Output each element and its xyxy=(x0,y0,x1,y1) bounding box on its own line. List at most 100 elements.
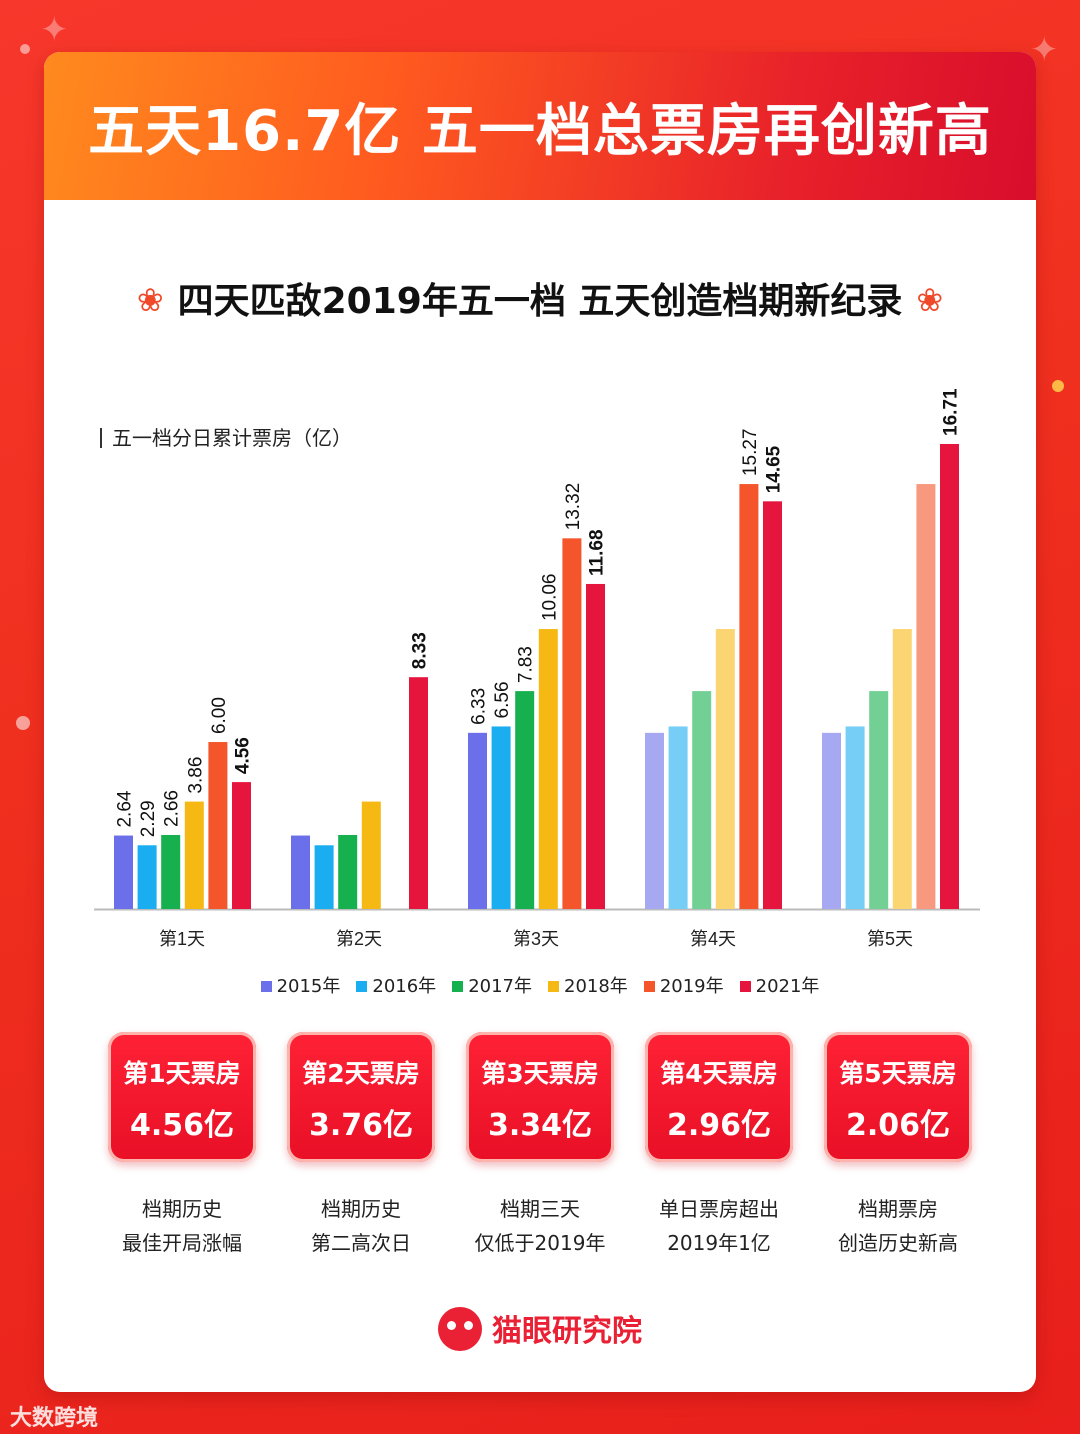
bar-2015年-第5天 xyxy=(822,732,841,909)
tile-note-line: 创造历史新高 xyxy=(838,1231,958,1255)
tile-note-line: 档期票房 xyxy=(858,1197,938,1221)
data-label: 2.66 xyxy=(162,790,183,827)
legend-label: 2015年 xyxy=(276,976,341,997)
data-label: 4.56 xyxy=(233,737,254,774)
main-card: 五天16.7亿 五一档总票房再创新高 ❀ 四天匹敌2019年五一档 五天创造档期新… xyxy=(44,52,1036,1392)
bar-2018年-第2天 xyxy=(361,801,381,909)
bar-2021年-第4天 xyxy=(763,501,782,909)
bar-chart: 2.64 2.29 2.663.86 6.004.56 第1天 8.33 第2天 6.33 6.… xyxy=(94,388,980,949)
title-banner: 五天16.7亿 五一档总票房再创新高 xyxy=(44,52,1036,200)
bar-2017年-第4天 xyxy=(692,691,712,909)
data-label: 6.00 xyxy=(209,697,230,734)
tile-value: 2.06亿 xyxy=(845,1108,951,1143)
flower-icon: ❀ xyxy=(136,281,164,319)
chart-subtitle: ❀ 四天匹敌2019年五一档 五天创造档期新纪录 ❀ xyxy=(44,272,1036,324)
data-label: 14.65 xyxy=(764,445,785,493)
tile-title: 第3天票房 xyxy=(481,1059,599,1088)
data-label: 10.06 xyxy=(539,573,560,621)
tile-note: 档期三天仅低于2019年 xyxy=(450,1192,630,1260)
bar-2015年-第3天 xyxy=(468,732,487,909)
stat-tiles: 第1天票房 4.56亿 第2天票房 3.76亿 第3天票房 3.34亿 第4天票房 2.96亿… xyxy=(108,1032,988,1164)
tile-note-line: 仅低于2019年 xyxy=(474,1231,606,1255)
tile-value: 2.96亿 xyxy=(666,1108,772,1143)
data-label: 3.86 xyxy=(185,757,206,794)
tile-note-line: 档期历史 xyxy=(321,1197,401,1221)
legend-swatch xyxy=(548,981,559,992)
stat-tile: 第1天票房 4.56亿 xyxy=(108,1032,256,1162)
watermark: 大数跨境 xyxy=(10,1400,98,1432)
tile-note-line: 单日票房超出 xyxy=(659,1197,779,1221)
bar-2021年-第5天 xyxy=(940,443,959,909)
x-tick-label: 第5天 xyxy=(867,929,913,949)
legend-item: 2017年 xyxy=(452,972,532,998)
legend-item: 2015年 xyxy=(260,972,341,998)
bar-2017年-第1天 xyxy=(161,834,181,909)
sparkle-icon: ✦ xyxy=(40,10,69,50)
bar-2018年-第3天 xyxy=(538,629,558,909)
data-label: 15.27 xyxy=(740,429,761,477)
brand-footer: 猫眼研究院 xyxy=(44,1306,1036,1351)
legend-swatch xyxy=(452,981,464,992)
legend-label: 2021年 xyxy=(755,976,820,997)
tile-note: 档期票房创造历史新高 xyxy=(808,1192,988,1260)
bar-2018年-第5天 xyxy=(892,629,912,909)
tile-note-line: 最佳开局涨幅 xyxy=(122,1231,242,1255)
watermark-text: 大数跨境 xyxy=(10,1406,99,1431)
legend-swatch xyxy=(739,981,751,992)
legend-swatch xyxy=(643,981,655,992)
flower-icon: ❀ xyxy=(916,281,944,319)
x-tick-label: 第1天 xyxy=(159,929,205,949)
tile-note: 单日票房超出 2019年1亿 xyxy=(629,1192,809,1260)
bar-2017年-第2天 xyxy=(338,834,358,909)
x-tick-label: 第2天 xyxy=(336,929,382,949)
x-tick-label: 第3天 xyxy=(513,929,559,949)
legend-item: 2019年 xyxy=(643,972,724,998)
legend-item: 2021年 xyxy=(739,972,820,998)
bar-2021年-第2天 xyxy=(409,677,428,909)
legend-item: 2018年 xyxy=(548,972,628,998)
legend-label: 2018年 xyxy=(564,976,628,997)
stat-tile: 第4天票房 2.96亿 xyxy=(645,1032,793,1162)
legend-swatch xyxy=(260,981,272,992)
subtitle-text: 四天匹敌2019年五一档 五天创造档期新纪录 xyxy=(177,281,903,322)
tile-note-line: 档期三天 xyxy=(500,1197,580,1221)
tile-title: 第5天票房 xyxy=(839,1059,957,1088)
bar-2019年-第3天 xyxy=(562,538,582,909)
title-marker xyxy=(100,428,102,448)
chart-title-text: 五一档分日累计票房（亿） xyxy=(112,426,352,450)
bar-2017年-第5天 xyxy=(869,691,889,909)
legend-label: 2019年 xyxy=(659,976,724,997)
data-label: 8.33 xyxy=(410,632,431,669)
bar-2016年-第3天 xyxy=(491,726,511,909)
data-label: 6.56 xyxy=(492,681,513,718)
bar-2016年-第1天 xyxy=(137,845,157,909)
chart-title: 五一档分日累计票房（亿） xyxy=(100,422,352,451)
tile-title: 第4天票房 xyxy=(660,1059,778,1088)
bar-2015年-第1天 xyxy=(114,835,133,909)
stat-tile: 第3天票房 3.34亿 xyxy=(466,1032,614,1162)
tile-note-line: 档期历史 xyxy=(142,1197,222,1221)
tile-note-line: 2019年1亿 xyxy=(667,1231,771,1255)
background-dot xyxy=(1052,380,1064,392)
tile-note: 档期历史最佳开局涨幅 xyxy=(92,1192,272,1260)
background-dot xyxy=(20,44,30,54)
tile-title: 第2天票房 xyxy=(302,1059,420,1088)
bar-2019年-第1天 xyxy=(208,742,228,909)
bar-2017年-第3天 xyxy=(515,691,535,909)
data-label: 7.83 xyxy=(516,646,537,683)
tile-value: 3.34亿 xyxy=(487,1108,593,1143)
bar-2019年-第4天 xyxy=(739,484,759,909)
bar-2016年-第4天 xyxy=(668,726,688,909)
background-dot xyxy=(16,716,30,730)
stat-tile: 第2天票房 3.76亿 xyxy=(287,1032,435,1162)
data-label: 6.33 xyxy=(469,688,490,725)
stat-tile: 第5天票房 2.06亿 xyxy=(824,1032,972,1162)
bar-2021年-第1天 xyxy=(232,782,251,909)
bar-2018年-第4天 xyxy=(715,629,735,909)
brand-name: 猫眼研究院 xyxy=(492,1314,642,1349)
legend-label: 2016年 xyxy=(372,976,437,997)
bar-2016年-第5天 xyxy=(845,726,865,909)
bar-2018年-第1天 xyxy=(184,801,204,909)
data-label: 2.29 xyxy=(138,800,159,837)
page-title: 五天16.7亿 五一档总票房再创新高 xyxy=(88,99,992,164)
